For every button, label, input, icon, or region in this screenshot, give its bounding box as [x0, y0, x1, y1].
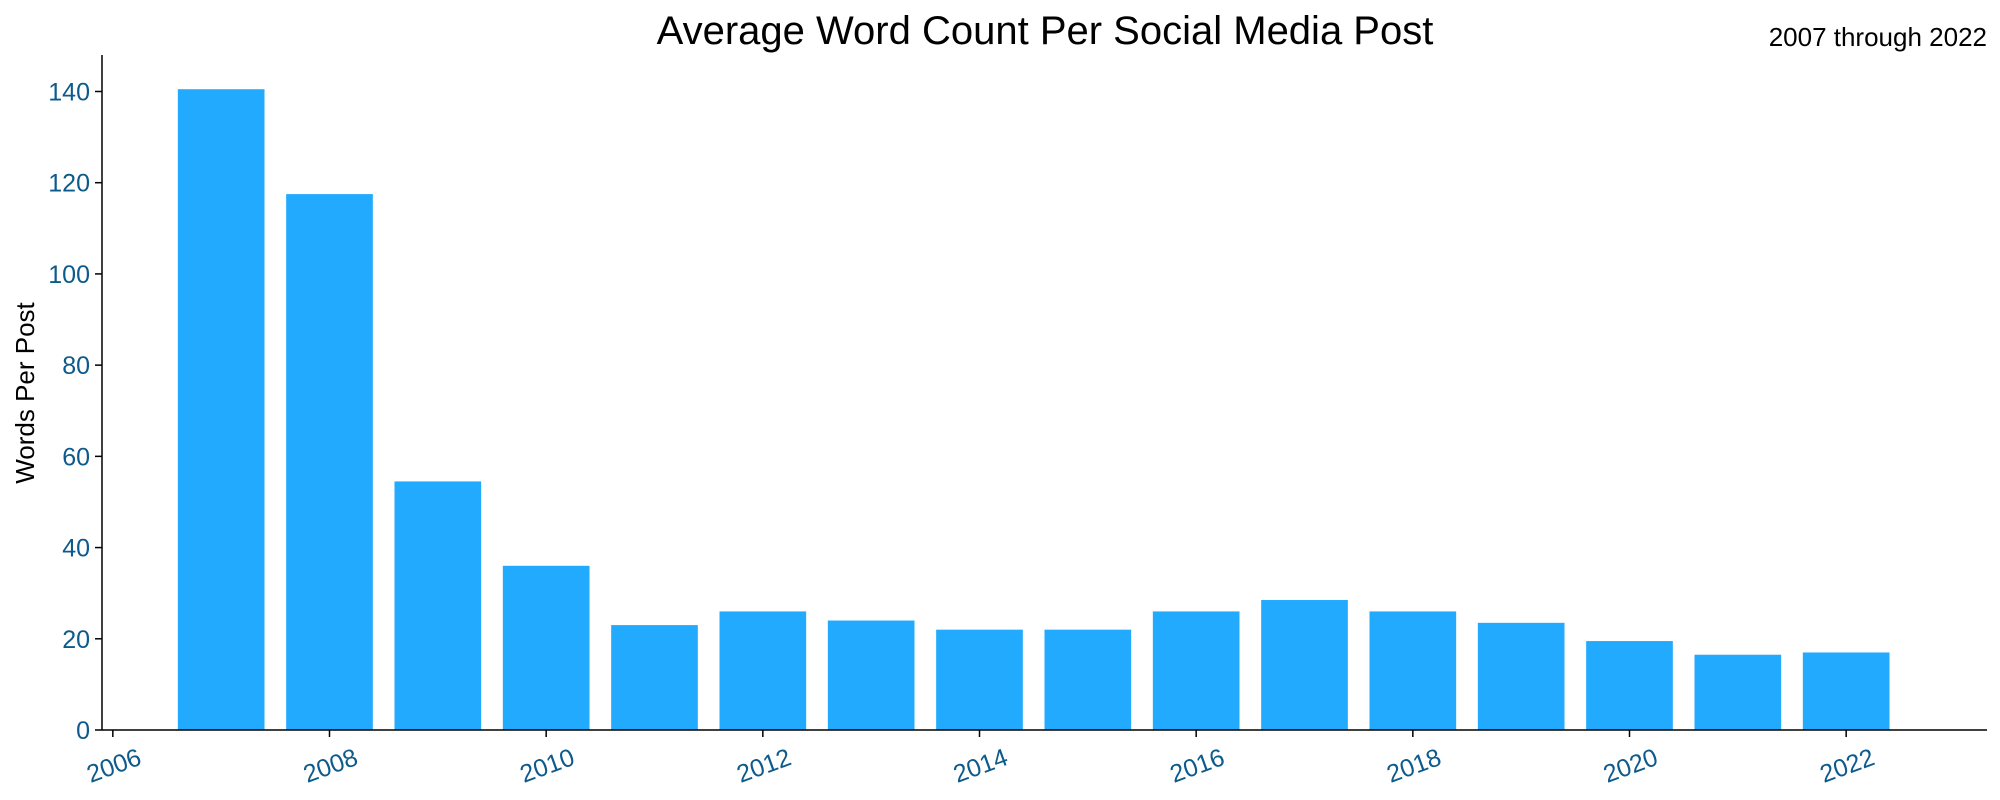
x-tick-label: 2016 [1166, 743, 1228, 788]
y-tick-label: 120 [48, 170, 90, 198]
y-tick-label: 100 [48, 261, 90, 289]
x-tick-label: 2010 [516, 743, 578, 788]
chart-subtitle: 2007 through 2022 [1769, 22, 1987, 52]
y-tick-label: 140 [48, 78, 90, 106]
y-axis-label: Words Per Post [10, 301, 40, 483]
bar-2011 [611, 625, 698, 730]
y-tick-label: 40 [62, 535, 90, 563]
y-tick-label: 60 [62, 443, 90, 471]
bar-2018 [1369, 611, 1457, 730]
bar-2015 [1044, 629, 1132, 730]
chart-title: Average Word Count Per Social Media Post [657, 9, 1434, 53]
bar-2020 [1586, 641, 1673, 730]
x-tick-label: 2008 [300, 743, 362, 788]
bar-2008 [286, 194, 373, 730]
y-tick-label: 0 [76, 717, 90, 745]
bar-2013 [827, 620, 915, 730]
x-tick-label: 2014 [950, 743, 1012, 788]
bar-2021 [1694, 654, 1782, 730]
y-tick-label: 80 [62, 352, 90, 380]
bar-2019 [1477, 622, 1565, 730]
bar-2012 [719, 611, 807, 730]
bar-2014 [936, 629, 1023, 730]
x-tick-label: 2006 [83, 743, 145, 788]
bar-2017 [1261, 600, 1348, 730]
x-tick-label: 2018 [1383, 743, 1445, 788]
bar-2010 [502, 565, 590, 730]
bar-2016 [1152, 611, 1240, 730]
y-tick-label: 20 [62, 626, 90, 654]
bar-2009 [394, 481, 482, 730]
bar-2007 [177, 89, 265, 731]
x-tick-label: 2012 [733, 743, 795, 788]
x-tick-label: 2020 [1600, 743, 1662, 788]
bars-group [177, 89, 1890, 731]
x-tick-label: 2022 [1816, 743, 1878, 788]
bar-2022 [1802, 652, 1890, 730]
